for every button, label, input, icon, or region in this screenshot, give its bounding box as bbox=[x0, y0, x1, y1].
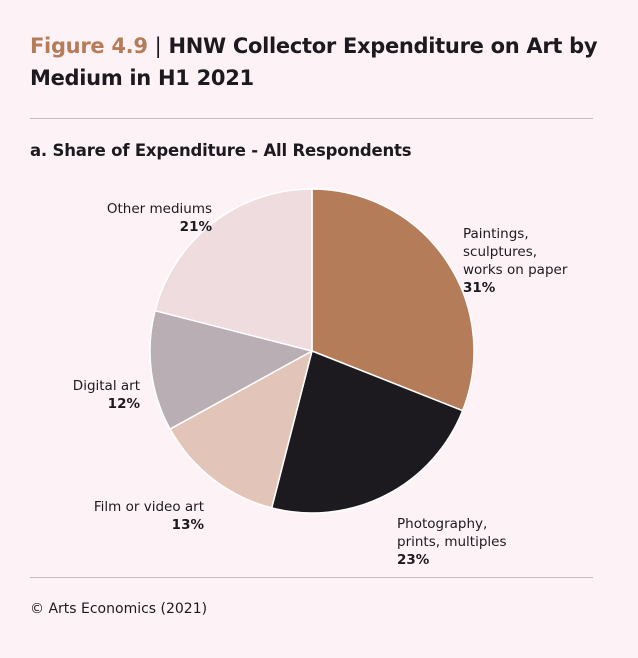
pie-slice-paintings-sculptures-works-on-paper bbox=[311, 188, 475, 412]
slice-label-digital: Digital art 12% bbox=[73, 359, 140, 431]
slice-label-text: Paintings, sculptures, works on paper bbox=[463, 226, 568, 278]
figure-title: Figure 4.9 | HNW Collector Expenditure o… bbox=[30, 30, 610, 94]
pie-slice-film-or-video-art bbox=[169, 350, 313, 509]
slice-percent: 21% bbox=[179, 219, 212, 235]
title-separator: | bbox=[154, 34, 162, 58]
figure-number: Figure 4.9 bbox=[30, 34, 148, 58]
slice-percent: 13% bbox=[171, 517, 204, 533]
pie-slice-photography-prints-multiples bbox=[270, 350, 464, 514]
top-divider bbox=[30, 118, 593, 119]
chart-subtitle: a. Share of Expenditure - All Respondent… bbox=[30, 141, 412, 160]
slice-label-other: Other mediums 21% bbox=[107, 182, 212, 254]
figure-title-text: HNW Collector Expenditure on Art by Medi… bbox=[30, 34, 598, 90]
pie-slice-digital-art bbox=[149, 309, 313, 430]
slice-label-photography: Photography, prints, multiples 23% bbox=[397, 497, 507, 587]
slice-label-text: Digital art bbox=[72, 378, 140, 394]
pie-slice-other-mediums bbox=[154, 188, 313, 352]
slice-label-text: Film or video art bbox=[93, 499, 204, 515]
slice-label-text: Other mediums bbox=[106, 201, 212, 217]
slice-label-film: Film or video art 13% bbox=[94, 480, 204, 552]
slice-percent: 23% bbox=[397, 552, 430, 568]
slice-label-paintings: Paintings, sculptures, works on paper 31… bbox=[463, 207, 567, 315]
slice-percent: 12% bbox=[107, 396, 140, 412]
slice-percent: 31% bbox=[463, 280, 496, 296]
bottom-divider bbox=[30, 577, 593, 578]
source-credit: © Arts Economics (2021) bbox=[30, 601, 208, 617]
slice-label-text: Photography, prints, multiples bbox=[397, 516, 507, 550]
